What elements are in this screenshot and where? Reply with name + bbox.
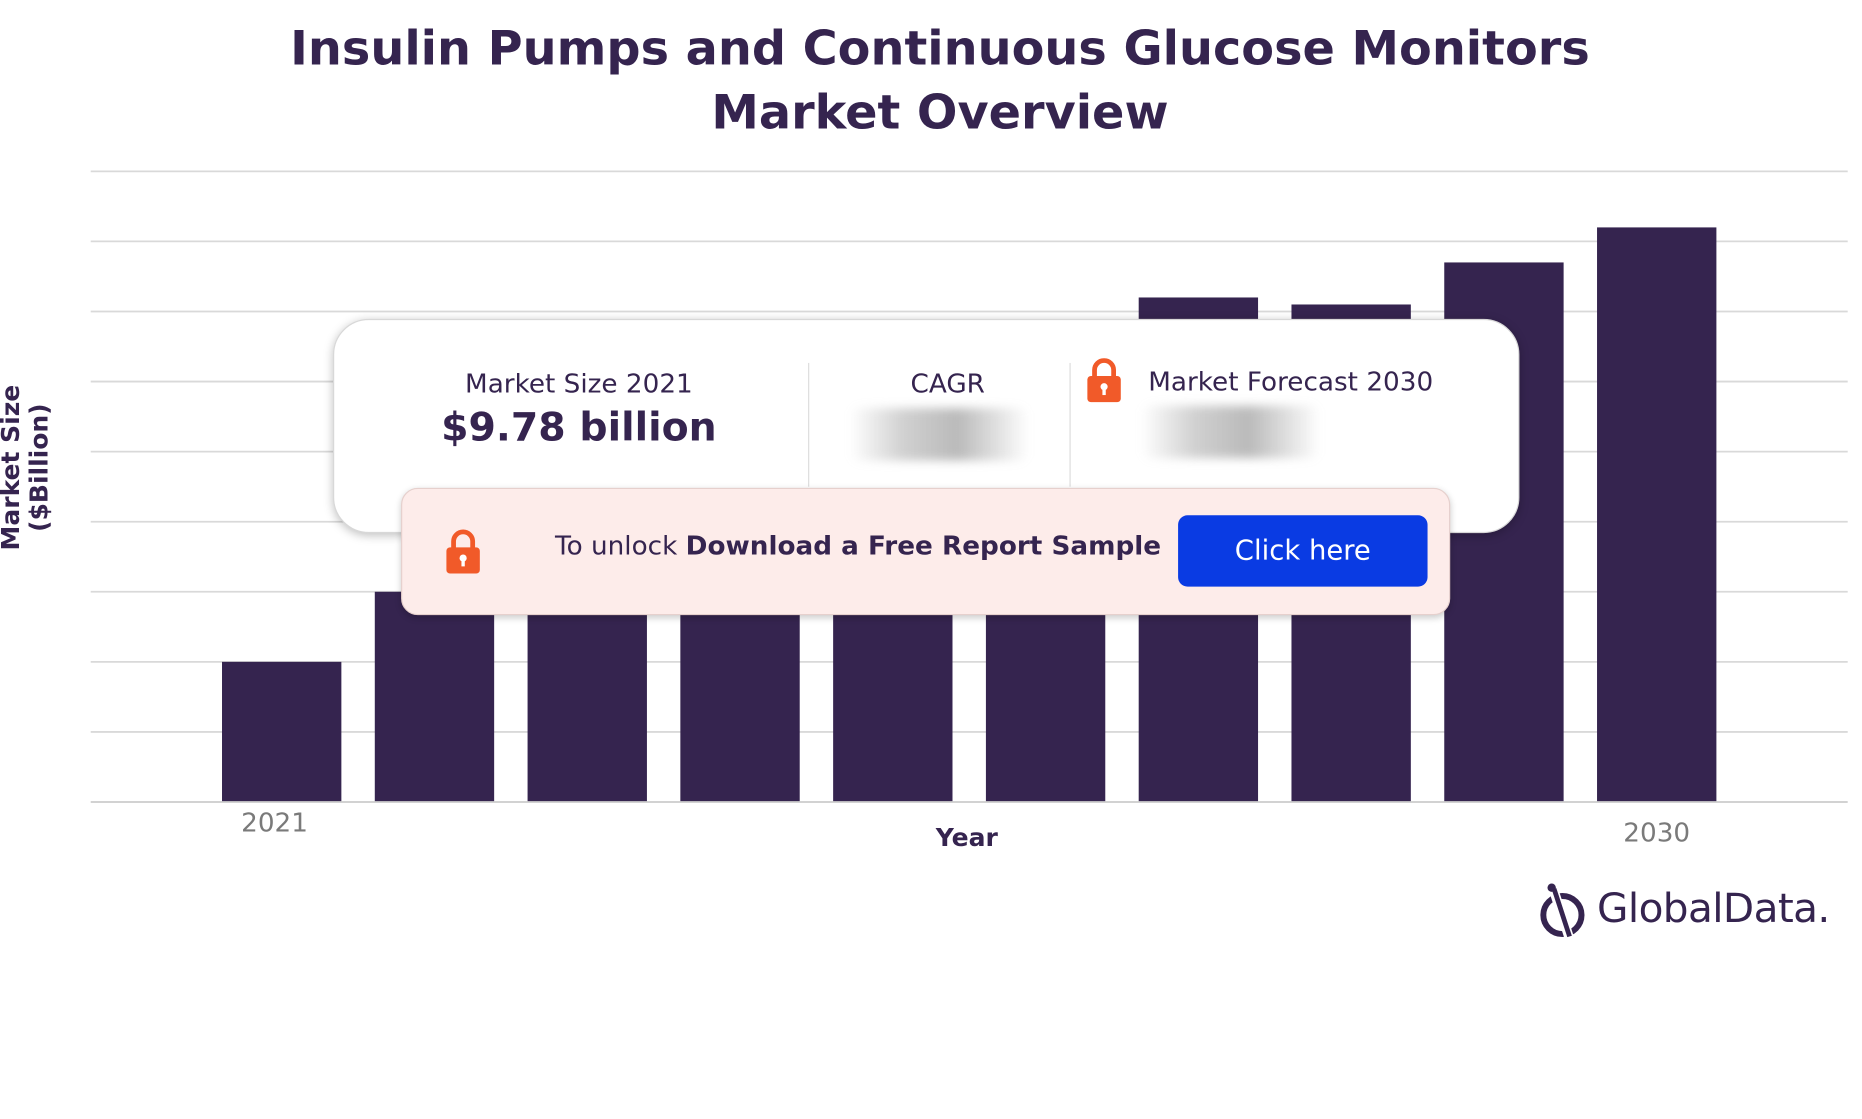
logo-text: GlobalData.	[1597, 885, 1830, 933]
chart-frame: Insulin Pumps and Continuous Glucose Mon…	[0, 21, 1848, 942]
forecast-value-blurred	[1141, 405, 1321, 459]
banner-text-link: Download a Free Report Sample	[685, 531, 1162, 562]
x-axis-label: Year	[935, 823, 998, 852]
forecast-label: Market Forecast 2030	[1148, 367, 1434, 398]
lock-icon	[1087, 358, 1121, 403]
click-here-button[interactable]: Click here	[1178, 515, 1428, 587]
card-divider	[808, 362, 810, 487]
x-tick-last: 2030	[1623, 818, 1691, 849]
bar-2022	[374, 591, 495, 802]
chart-title: Insulin Pumps and Continuous Glucose Mon…	[290, 21, 1590, 141]
y-axis-label: Market Size ($Billion)	[0, 384, 54, 551]
market-size-value: $9.78 billion	[441, 403, 717, 450]
globaldata-logo-icon	[1540, 883, 1585, 941]
bar-2030	[1597, 227, 1717, 802]
cagr-value-blurred	[849, 408, 1029, 461]
banner-text-prefix: To unlock	[555, 531, 686, 562]
cagr-label: CAGR	[910, 370, 985, 400]
market-size-label: Market Size 2021	[465, 370, 693, 400]
x-tick-first: 2021	[241, 809, 308, 839]
bar-2021	[222, 661, 342, 802]
banner-text: To unlock Download a Free Report Sample	[555, 532, 1161, 562]
globaldata-logo: GlobalData.	[1535, 883, 1845, 942]
card-divider	[1069, 362, 1071, 487]
lock-icon	[446, 529, 480, 574]
unlock-banner: To unlock Download a Free Report Sample …	[401, 487, 1451, 616]
